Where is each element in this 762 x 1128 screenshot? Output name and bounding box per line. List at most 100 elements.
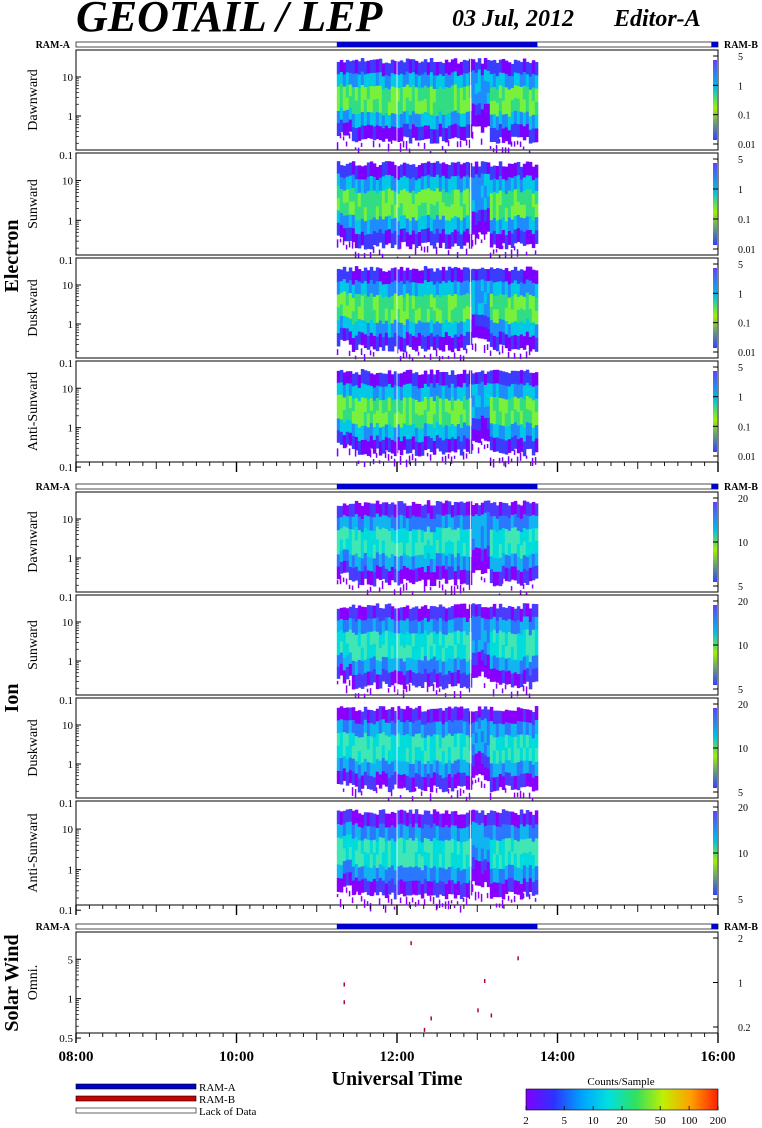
- spectrogram-cell: [519, 74, 524, 88]
- spectrogram-cell: [525, 216, 530, 231]
- spectrogram-cell: [354, 293, 359, 309]
- spectrogram-cell: [492, 459, 495, 468]
- spectrogram-cell: [507, 324, 512, 338]
- spectrogram-cell: [360, 369, 365, 384]
- spectrogram-cell: [441, 620, 446, 635]
- spectrogram-cell: [435, 409, 440, 423]
- spectrogram-cell: [438, 853, 443, 868]
- spectrogram-cell: [360, 879, 365, 893]
- spectrogram-cell: [459, 269, 464, 283]
- spectrogram-cell: [336, 720, 341, 734]
- spectrogram-cell: [402, 352, 405, 358]
- spectrogram-cell: [342, 266, 347, 280]
- spectrogram-cell: [480, 221, 485, 235]
- spectrogram-cell: [477, 717, 482, 730]
- spectrogram-cell: [372, 59, 377, 74]
- spectrogram-cell: [501, 824, 506, 840]
- spectrogram-cell: [528, 529, 533, 543]
- spectrogram-cell: [393, 427, 398, 443]
- spectrogram-cell: [501, 502, 506, 516]
- spectrogram-cell: [489, 854, 494, 870]
- spectrogram-cell: [516, 323, 521, 337]
- spectrogram-cell: [387, 283, 392, 298]
- spectrogram-cell: [342, 720, 347, 733]
- spectrogram-cell: [369, 671, 374, 686]
- spectrogram-cell: [393, 657, 398, 671]
- spectrogram-cell: [492, 335, 497, 350]
- spectrogram-cell: [357, 778, 362, 793]
- spectrogram-cell: [405, 97, 410, 112]
- spectrogram-cell: [348, 214, 353, 229]
- spectrogram-cell: [411, 111, 416, 125]
- colorbar-tick-label: 50: [655, 1115, 667, 1127]
- spectrogram-cell: [441, 647, 446, 663]
- spectrogram-cell: [360, 711, 365, 725]
- spectrogram-cell: [453, 266, 458, 281]
- spectrogram-cell: [348, 834, 353, 848]
- spectrogram-cell: [483, 837, 488, 849]
- spectrogram-cell: [342, 537, 347, 550]
- spectrogram-cell: [504, 722, 509, 736]
- spectrogram-cell: [387, 617, 392, 632]
- spectrogram-cell: [429, 532, 434, 547]
- spectrogram-cell: [465, 748, 470, 763]
- spectrogram-cell: [420, 113, 425, 128]
- spectrogram-cell: [411, 72, 416, 86]
- spectrogram-cell: [426, 268, 431, 283]
- spectrogram-cell: [495, 558, 500, 573]
- spectrogram-cell: [441, 540, 446, 554]
- spectrogram-cell: [504, 100, 509, 115]
- spectrogram-cell: [513, 553, 518, 568]
- spectrogram-cell: [510, 283, 515, 297]
- spectrogram-cell: [486, 293, 491, 306]
- spectrogram-cell: [456, 759, 461, 773]
- spectrogram-cell: [399, 620, 404, 634]
- spectrogram-cell: [480, 649, 485, 662]
- spectrogram-cell: [465, 161, 470, 176]
- spectrogram-cell: [459, 828, 464, 843]
- spectrogram-cell: [510, 88, 515, 101]
- spectrogram-cell: [348, 293, 353, 307]
- spectrogram-cell: [516, 606, 521, 621]
- spectrogram-cell: [414, 773, 419, 787]
- spectrogram-cell: [480, 660, 485, 672]
- spectrogram-cell: [429, 320, 434, 334]
- spectrogram-cell: [510, 660, 515, 675]
- spectrogram-cell: [345, 772, 350, 786]
- spectrogram-cell: [471, 615, 476, 629]
- spectrogram-cell: [426, 335, 431, 350]
- spectrogram-cell: [471, 628, 476, 641]
- spectrogram-cell: [345, 383, 350, 396]
- spectrogram-cell: [387, 880, 392, 895]
- spectrogram-cell: [474, 847, 479, 861]
- spectrogram-cell: [423, 112, 428, 126]
- spectrogram-cell: [417, 165, 422, 179]
- spectrogram-cell: [366, 631, 371, 646]
- spectrogram-cell: [534, 810, 539, 825]
- spectrogram-cell: [513, 723, 518, 738]
- spectrogram-cell: [396, 309, 401, 323]
- spectrogram-cell: [513, 85, 518, 99]
- spectrogram-cell: [534, 553, 539, 567]
- spectrogram-cell: [492, 557, 497, 573]
- spectrogram-cell: [513, 307, 518, 322]
- spectrogram-cell: [459, 884, 464, 900]
- spectrogram-cell: [525, 266, 530, 281]
- spectrogram-cell: [393, 608, 398, 622]
- spectrogram-cell: [390, 86, 395, 101]
- spectrogram-cell: [429, 764, 434, 779]
- spectrogram-cell: [444, 589, 447, 599]
- spectrogram-cell: [369, 350, 372, 356]
- spectrogram-cell: [429, 606, 434, 620]
- spectrogram-cell: [423, 215, 428, 230]
- spectrogram-cell: [480, 607, 485, 619]
- spectrogram-cell: [447, 250, 450, 255]
- spectrogram-cell: [417, 747, 422, 762]
- spectrogram-cell: [498, 529, 503, 545]
- spectrogram-cell: [525, 642, 530, 656]
- spectrogram-cell: [438, 514, 443, 529]
- spectrogram-cell: [378, 809, 383, 825]
- spectrogram-cell: [507, 838, 512, 852]
- spectrogram-cell: [438, 721, 443, 736]
